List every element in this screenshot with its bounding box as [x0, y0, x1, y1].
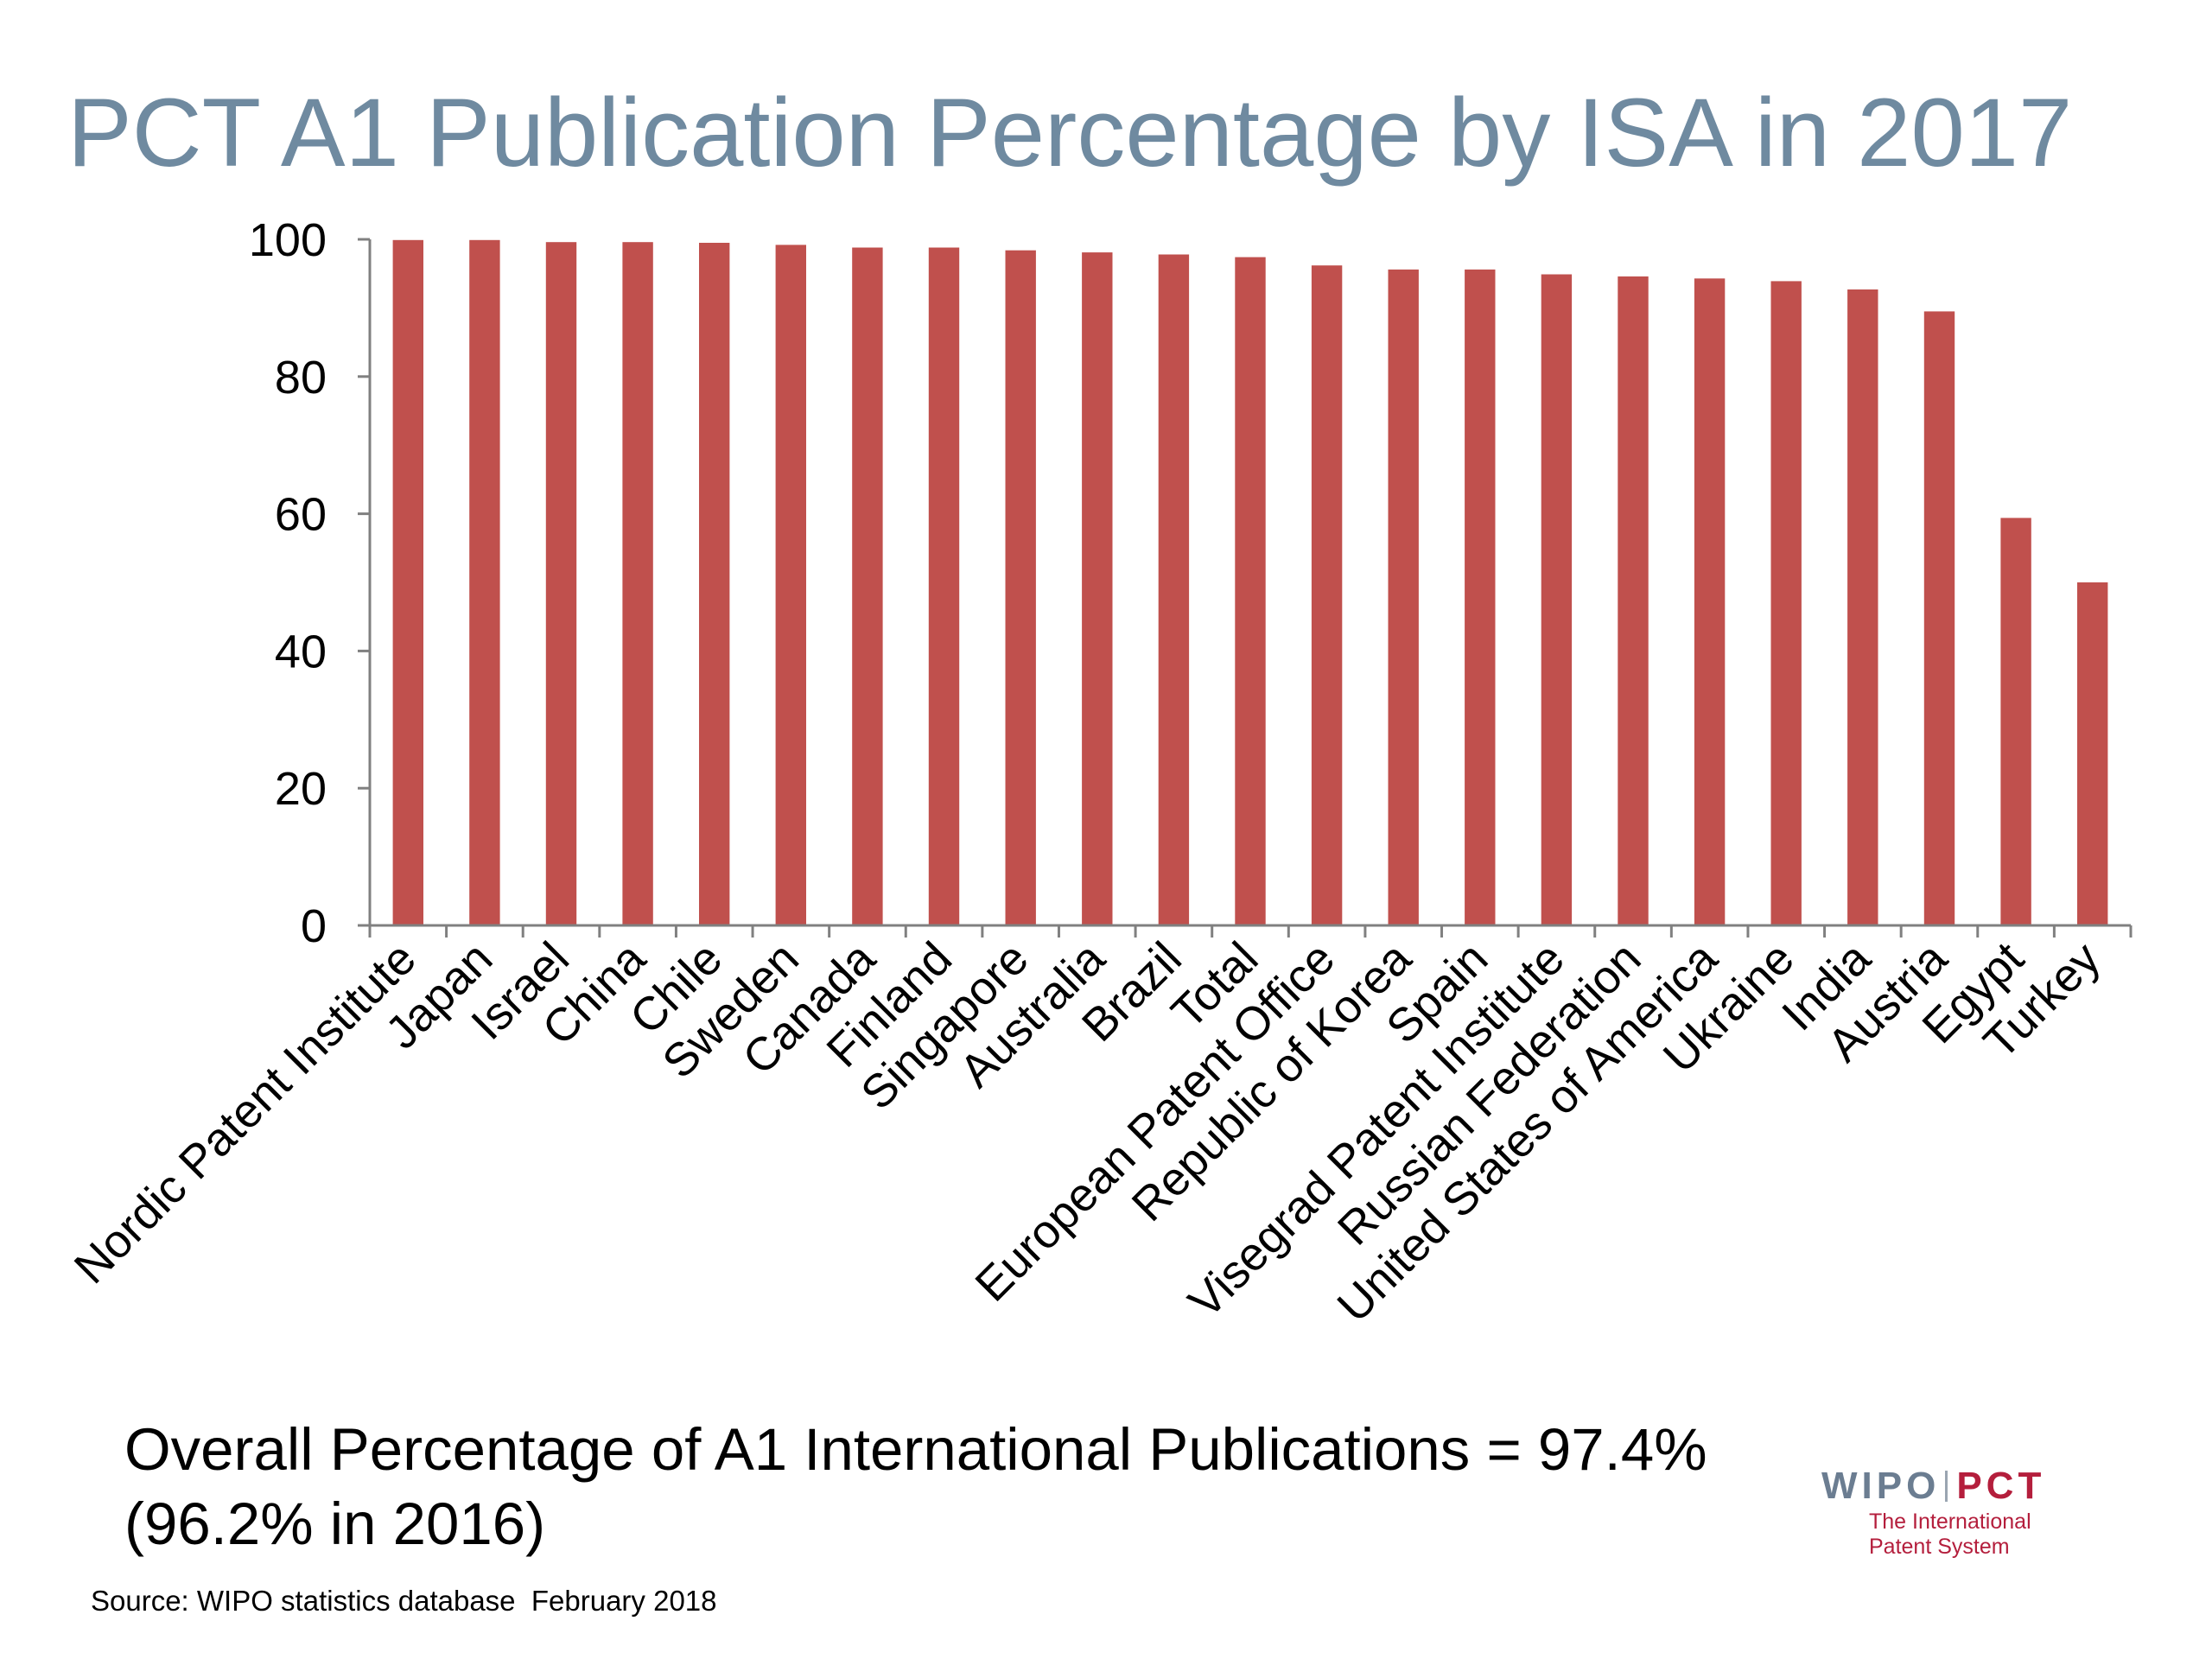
bar-22	[2077, 582, 2108, 925]
logo-tagline: The International Patent System	[1869, 1510, 2031, 1560]
bar-12	[1311, 265, 1343, 925]
logo-tagline-line2: Patent System	[1869, 1534, 2010, 1559]
bar-17	[1694, 278, 1726, 925]
overall-summary: Overall Percentage of A1 International P…	[124, 1413, 1707, 1560]
bar-9	[1082, 252, 1113, 926]
axis-layer	[358, 238, 2133, 938]
bar-11	[1235, 257, 1266, 926]
bar-4	[699, 243, 730, 925]
logo-wipo-text: WIPO	[1821, 1465, 1941, 1507]
y-tick-label-2: 40	[275, 626, 327, 677]
bar-21	[2000, 518, 2031, 925]
bar-1	[469, 239, 500, 925]
bar-10	[1158, 254, 1190, 925]
bar-3	[622, 242, 653, 925]
y-tick-label-3: 60	[275, 489, 327, 541]
bar-2	[545, 242, 577, 925]
bar-19	[1847, 289, 1878, 925]
bar-20	[1923, 311, 1955, 925]
y-tick-label-1: 20	[275, 763, 327, 815]
logo-tagline-line1: The International	[1869, 1510, 2031, 1534]
x-tick-labels: Nordic Patent InstituteJapanIsraelChinaC…	[65, 931, 2110, 1332]
bar-15	[1541, 274, 1573, 925]
bar-18	[1770, 281, 1802, 925]
bar-5	[775, 245, 806, 925]
wipo-pct-logo: WIPO PCT The International Patent System	[1821, 1465, 2081, 1560]
bars-layer	[392, 239, 2108, 926]
summary-line-2017: Overall Percentage of A1 International P…	[124, 1416, 1707, 1483]
chart-title: PCT A1 Publication Percentage by ISA in …	[67, 79, 2073, 187]
bar-7	[928, 247, 960, 925]
logo-wordmark: WIPO PCT	[1821, 1465, 2045, 1508]
x-tick-label-0: Nordic Patent Institute	[65, 932, 426, 1294]
logo-pct-text: PCT	[1956, 1465, 2046, 1507]
y-tick-labels: 0 20 40 60 80 100	[249, 214, 327, 952]
y-tick-label-5: 100	[249, 214, 327, 266]
y-tick-label-4: 80	[275, 352, 327, 404]
bar-13	[1388, 269, 1419, 925]
summary-line-2016: (96.2% in 2016)	[124, 1490, 546, 1557]
bar-14	[1465, 269, 1496, 925]
bar-0	[392, 239, 423, 925]
bar-6	[852, 247, 883, 925]
source-note: Source: WIPO statistics database Februar…	[91, 1585, 717, 1617]
bar-8	[1005, 250, 1036, 925]
y-tick-label-0: 0	[301, 900, 327, 952]
logo-separator	[1945, 1471, 1948, 1502]
bar-16	[1618, 276, 1649, 925]
